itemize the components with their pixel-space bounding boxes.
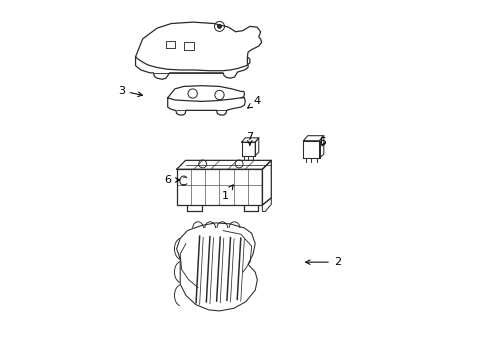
Text: 1: 1 [221, 185, 233, 201]
Text: 6: 6 [164, 175, 180, 185]
Text: 3: 3 [118, 86, 142, 96]
Text: 2: 2 [305, 257, 340, 267]
Circle shape [217, 24, 221, 28]
Text: 7: 7 [246, 132, 253, 145]
Text: 4: 4 [247, 96, 260, 108]
Text: 5: 5 [319, 138, 326, 148]
